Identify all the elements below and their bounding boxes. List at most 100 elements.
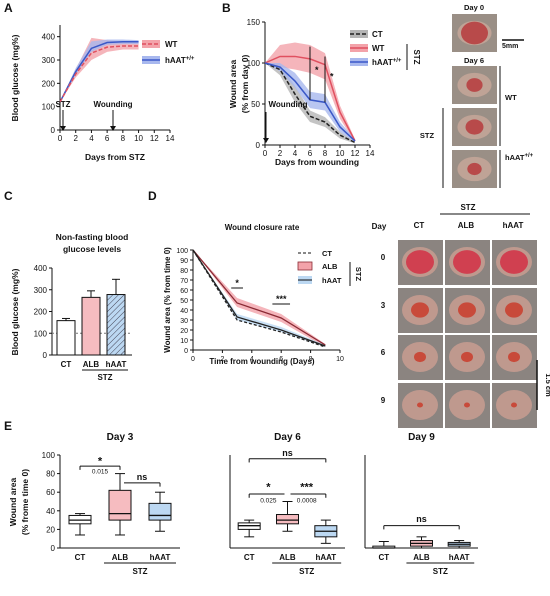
panel-letter-d: D [148, 189, 157, 203]
x-axis-label-b: Days from wounding [275, 157, 359, 167]
photo-scale-b: 5mm [502, 43, 518, 50]
p-value-e-1a: 0.025 [260, 497, 277, 504]
photo-label-day6: Day 6 [464, 56, 484, 65]
photo-row-6: 6 [381, 348, 386, 357]
photo-cell-wound-6-1 [461, 351, 473, 363]
y-tick-label-e: 60 [46, 488, 55, 497]
y-axis-label-d: Wound area (% from time 0) [163, 247, 172, 353]
category-label-e-1-2: hAAT [315, 553, 336, 562]
category-label-haat: hAAT [106, 360, 127, 369]
x-tick-label-A: 0 [58, 134, 63, 143]
x-tick-label-A: 6 [105, 134, 110, 143]
photo-cell-wound-6-0 [414, 351, 426, 363]
box-0-1 [108, 489, 132, 521]
photo-row-0: 0 [381, 253, 386, 262]
photo-row-9: 9 [381, 396, 386, 405]
photo-cell-wound-3-0 [411, 302, 429, 318]
y-tick-label-A: 0 [51, 126, 56, 135]
category-label-e-0-0: CT [75, 553, 86, 562]
photo-cell-wound-6-2 [508, 351, 520, 363]
y-tick-label-D: 80 [180, 268, 188, 275]
chart-title-c-2: glucose levels [63, 244, 121, 254]
category-label-ct: CT [61, 360, 72, 369]
subplot-title-2: Day 9 [408, 432, 435, 443]
x-tick-label-A: 8 [121, 134, 126, 143]
y-tick-label-D: 30 [180, 318, 188, 325]
subplot-title-1: Day 6 [274, 432, 301, 443]
photo-col-ct: CT [414, 221, 425, 230]
x-tick-label-A: 4 [89, 134, 94, 143]
category-label-e-2-1: ALB [413, 553, 430, 562]
legend-swatch-alb [297, 261, 313, 271]
series-line-wt [59, 45, 139, 103]
x-tick-label-A: 2 [73, 134, 78, 143]
sig-star-day6-d: *** [276, 294, 287, 304]
y-tick-label-e: 20 [46, 525, 55, 534]
sig-stars-e-1: *** [300, 481, 314, 493]
y-tick-label-e: 40 [46, 507, 55, 516]
photo-cell-wound-0-0 [406, 250, 434, 274]
stz-label-e-2: STZ [433, 567, 448, 576]
photo-scale-d: 1.5 cm [544, 373, 550, 397]
photo-day6-haat-2-wound [467, 162, 482, 176]
panel-letter-c: C [4, 189, 13, 203]
series-line-alb [192, 249, 326, 346]
series-line-haat [59, 41, 139, 103]
legend-label-ct-d: CT [322, 249, 332, 258]
legend-label-ct-b: CT [372, 30, 383, 39]
photo-label-wt: WT [505, 93, 517, 102]
y-tick-label-D: 70 [180, 278, 188, 285]
legend-label-haat-d: hAAT [322, 276, 342, 285]
y-tick-label-c: 100 [34, 329, 48, 338]
stz-label-c: STZ [97, 373, 112, 382]
sig-star-day3-d: * [235, 278, 239, 288]
sig-star-e-1: * [266, 481, 271, 493]
chart-title-c: Non-fasting blood [56, 232, 129, 242]
photo-cell-wound-0-1 [453, 250, 481, 274]
x-tick-label-A: 12 [150, 134, 159, 143]
y-axis-label-c: Blood glucose (mg%) [10, 268, 20, 355]
panel-letter-a: A [4, 1, 13, 15]
photo-day6-haat-wound [465, 119, 484, 135]
x-tick-label-A: 14 [166, 134, 175, 143]
legend-label-wt-b: WT [372, 44, 385, 53]
p-value-e-0: 0.015 [92, 469, 109, 476]
sig-ns-e-1: ns [282, 448, 293, 458]
x-tick-label-B: 8 [323, 149, 328, 158]
bar-haat [106, 294, 126, 356]
category-label-e-2-0: CT [378, 553, 389, 562]
legend-label-haat: hAAT+/+ [165, 56, 195, 65]
y-axis-label-b: Wound area [228, 59, 238, 108]
panel-letter-b: B [222, 1, 231, 15]
photo-group-stz: STZ [460, 203, 475, 212]
category-label-e-0-2: hAAT [150, 553, 171, 562]
y-axis-label-b-2: (% from day 0) [240, 55, 250, 114]
x-tick-label-B: 4 [293, 149, 298, 158]
y-tick-label-c: 300 [34, 286, 48, 295]
category-label-e-1-1: ALB [279, 553, 296, 562]
box-1-1 [276, 514, 299, 525]
band-haat-b [265, 63, 355, 143]
arrowhead-wounding-b [263, 138, 269, 143]
x-tick-label-B: 0 [263, 149, 268, 158]
category-label-e-1-0: CT [244, 553, 255, 562]
photo-cell-wound-9-0 [417, 402, 423, 408]
stz-label-e-1: STZ [299, 567, 314, 576]
x-tick-label-D: 0 [191, 356, 195, 363]
x-tick-label-D: 8 [309, 356, 313, 363]
y-tick-label-B: 50 [251, 100, 260, 109]
annotation-wounding-b: Wounding [269, 100, 308, 109]
arrowhead-stz-a [60, 126, 66, 131]
y-tick-label-c: 200 [34, 308, 48, 317]
x-tick-label-B: 12 [351, 149, 360, 158]
x-axis-label-a: Days from STZ [85, 152, 145, 162]
photo-cell-wound-9-2 [511, 402, 517, 408]
y-axis-label-e: Wound area [8, 477, 18, 526]
y-tick-label-e: 100 [42, 451, 56, 460]
legend-label-haat-b: hAAT+/+ [372, 58, 402, 67]
series-line-ct-d [192, 249, 326, 348]
annotation-wounding-a: Wounding [94, 100, 133, 109]
y-tick-label-A: 300 [42, 56, 56, 65]
stz-label-d: STZ [354, 267, 363, 282]
